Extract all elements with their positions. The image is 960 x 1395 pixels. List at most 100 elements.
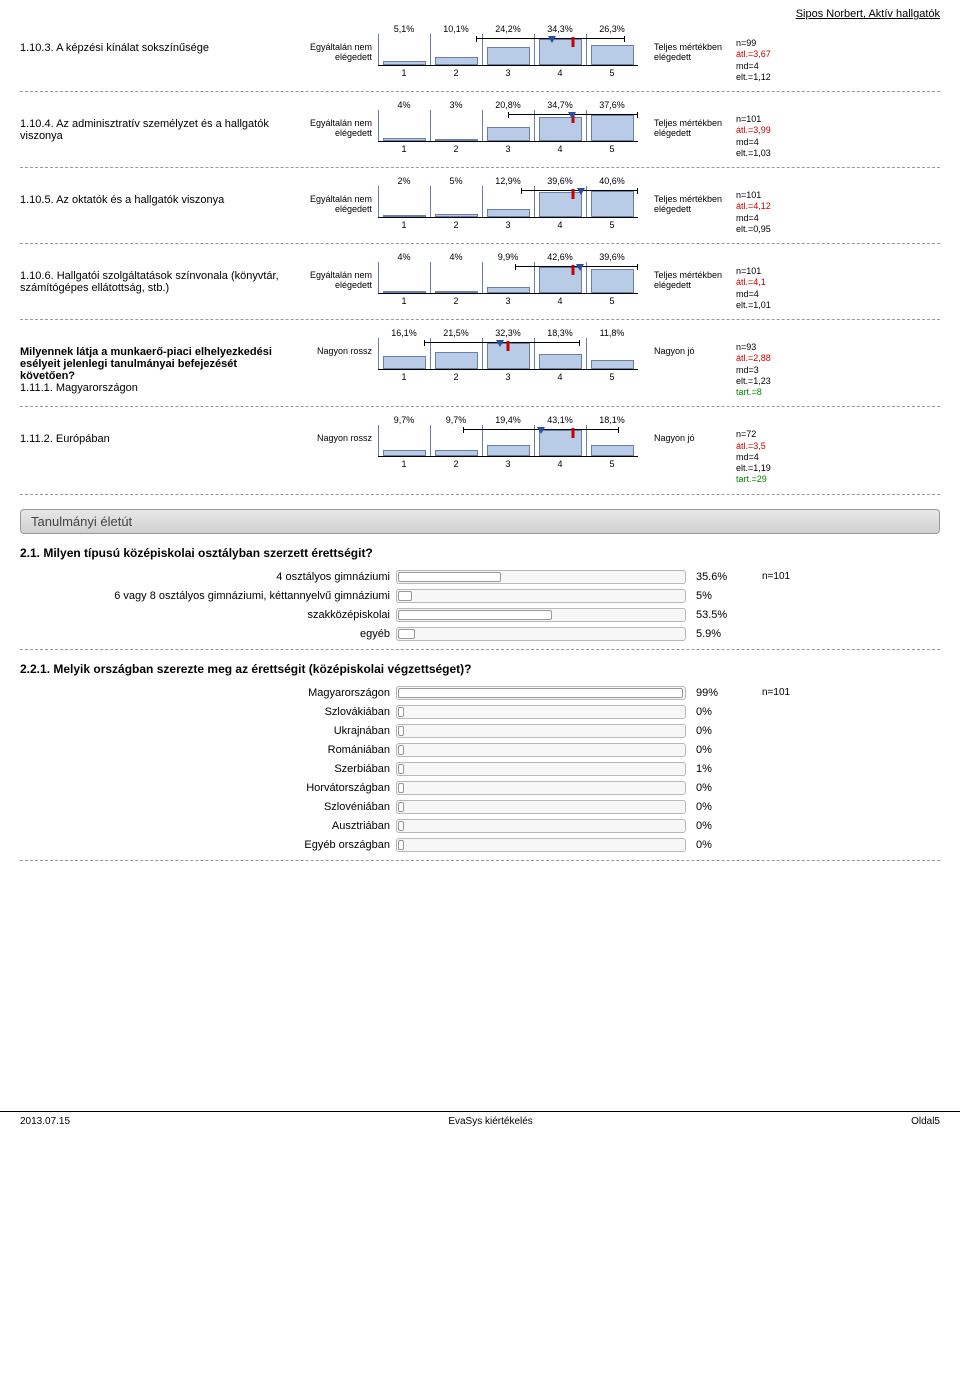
pct-label: 4% — [378, 100, 430, 110]
pct-label: 24,2% — [482, 24, 534, 34]
stats: n=101átl.=4,1md=4elt.=1,01 — [736, 252, 816, 311]
pct-label: 11,8% — [586, 328, 638, 338]
hbar-row: Szerbiában 1% — [20, 762, 940, 776]
pct-label: 9,7% — [430, 415, 482, 425]
hbar-label: Horvátországban — [20, 782, 396, 794]
hbar-label: szakközépiskolai — [20, 609, 396, 621]
hbar-n: n=101 — [746, 571, 790, 582]
left-anchor: Nagyon rossz — [300, 415, 378, 443]
question-label: 1.10.5. Az oktatók és a hallgatók viszon… — [20, 176, 300, 206]
page-footer: 2013.07.15 EvaSys kiértékelés Oldal5 — [0, 1111, 960, 1131]
pct-label: 2% — [378, 176, 430, 186]
stats: n=99átl.=3,67md=4elt.=1,12 — [736, 24, 816, 83]
mini-chart: 4%3%20,8%34,7%37,6%12345 — [378, 100, 648, 154]
question-label: Milyennek látja a munkaerő-piaci elhelye… — [20, 328, 300, 394]
hbar-label: Ausztriában — [20, 820, 396, 832]
likert-row: 1.10.4. Az adminisztratív személyzet és … — [20, 100, 940, 159]
hbar-label: Magyarországon — [20, 687, 396, 699]
footer-date: 2013.07.15 — [20, 1116, 70, 1127]
hbar-pct: 5% — [686, 590, 746, 602]
mini-chart: 4%4%9,9%42,6%39,6%12345 — [378, 252, 648, 306]
pct-label: 43,1% — [534, 415, 586, 425]
stats: n=72átl.=3,5md=4elt.=1,19tart.=29 — [736, 415, 816, 485]
likert-row: 1.10.6. Hallgatói szolgáltatások színvon… — [20, 252, 940, 311]
hbar-pct: 0% — [686, 725, 746, 737]
hbar-row: 6 vagy 8 osztályos gimnáziumi, kéttannye… — [20, 589, 940, 603]
hbar-row: Magyarországon99%n=101 — [20, 686, 940, 700]
left-anchor: Nagyon rossz — [300, 328, 378, 356]
pct-label: 21,5% — [430, 328, 482, 338]
hbar-track — [396, 724, 686, 738]
left-anchor: Egyáltalán nem elégedett — [300, 176, 378, 214]
hbar-track — [396, 838, 686, 852]
pct-label: 26,3% — [586, 24, 638, 34]
q21-title: 2.1. Milyen típusú középiskolai osztályb… — [20, 546, 940, 560]
likert-row: 1.10.5. Az oktatók és a hallgatók viszon… — [20, 176, 940, 235]
hbar-row: Ausztriában0% — [20, 819, 940, 833]
footer-title: EvaSys kiértékelés — [448, 1116, 532, 1127]
pct-label: 9,7% — [378, 415, 430, 425]
hbar-label: Szerbiában — [20, 763, 396, 775]
pct-label: 40,6% — [586, 176, 638, 186]
pct-label: 4% — [378, 252, 430, 262]
pct-label: 19,4% — [482, 415, 534, 425]
q221-title: 2.2.1. Melyik országban szerezte meg az … — [20, 662, 940, 676]
hbar-pct: 0% — [686, 782, 746, 794]
mini-chart: 5,1%10,1%24,2%34,3%26,3%12345 — [378, 24, 648, 78]
hbar-track — [396, 800, 686, 814]
left-anchor: Egyáltalán nem elégedett — [300, 252, 378, 290]
stats: n=101átl.=4,12md=4elt.=0,95 — [736, 176, 816, 235]
hbar-row: 4 osztályos gimnáziumi35.6%n=101 — [20, 570, 940, 584]
pct-label: 5,1% — [378, 24, 430, 34]
page-header: Sipos Norbert, Aktív hallgatók — [20, 8, 940, 20]
question-label: 1.10.3. A képzési kínálat sokszínűsége — [20, 24, 300, 54]
hbar-track — [396, 705, 686, 719]
hbar-track — [396, 589, 686, 603]
mini-chart: 16,1%21,5%32,3%18,3%11,8%12345 — [378, 328, 648, 382]
left-anchor: Egyáltalán nem elégedett — [300, 24, 378, 62]
hbar-label: Szlovákiában — [20, 706, 396, 718]
hbar-label: Szlovéniában — [20, 801, 396, 813]
right-anchor: Teljes mértékben elégedett — [648, 24, 736, 62]
hbar-pct: 1% — [686, 763, 746, 775]
left-anchor: Egyáltalán nem elégedett — [300, 100, 378, 138]
hbar-track — [396, 762, 686, 776]
right-anchor: Teljes mértékben elégedett — [648, 252, 736, 290]
pct-label: 34,7% — [534, 100, 586, 110]
mini-chart: 9,7%9,7%19,4%43,1%18,1%12345 — [378, 415, 648, 469]
right-anchor: Teljes mértékben elégedett — [648, 100, 736, 138]
hbar-row: Romániában0% — [20, 743, 940, 757]
stats: n=101átl.=3,99md=4elt.=1,03 — [736, 100, 816, 159]
hbar-row: Szlovákiában0% — [20, 705, 940, 719]
hbar-label: egyéb — [20, 628, 396, 640]
hbar-track — [396, 627, 686, 641]
question-label: 1.10.4. Az adminisztratív személyzet és … — [20, 100, 300, 142]
likert-row: 1.11.2. EurópábanNagyon rossz9,7%9,7%19,… — [20, 415, 940, 485]
pct-label: 37,6% — [586, 100, 638, 110]
hbar-row: Ukrajnában0% — [20, 724, 940, 738]
hbar-pct: 0% — [686, 801, 746, 813]
likert-row: 1.10.3. A képzési kínálat sokszínűségeEg… — [20, 24, 940, 83]
hbar-label: 4 osztályos gimnáziumi — [20, 571, 396, 583]
pct-label: 18,1% — [586, 415, 638, 425]
question-label: 1.10.6. Hallgatói szolgáltatások színvon… — [20, 252, 300, 294]
pct-label: 4% — [430, 252, 482, 262]
pct-label: 9,9% — [482, 252, 534, 262]
section-header: Tanulmányi életút — [20, 509, 940, 534]
hbar-track — [396, 608, 686, 622]
hbar-label: Romániában — [20, 744, 396, 756]
hbar-row: Szlovéniában 0% — [20, 800, 940, 814]
right-anchor: Nagyon jó — [648, 415, 736, 443]
stats: n=93átl.=2,88md=3elt.=1,23tart.=8 — [736, 328, 816, 398]
likert-row: Milyennek látja a munkaerő-piaci elhelye… — [20, 328, 940, 398]
hbar-row: Egyéb országban0% — [20, 838, 940, 852]
hbar-pct: 99% — [686, 687, 746, 699]
hbar-track — [396, 743, 686, 757]
hbar-pct: 0% — [686, 839, 746, 851]
pct-label: 39,6% — [534, 176, 586, 186]
hbar-row: Horvátországban 0% — [20, 781, 940, 795]
right-anchor: Nagyon jó — [648, 328, 736, 356]
hbar-pct: 53.5% — [686, 609, 746, 621]
hbar-track — [396, 819, 686, 833]
right-anchor: Teljes mértékben elégedett — [648, 176, 736, 214]
